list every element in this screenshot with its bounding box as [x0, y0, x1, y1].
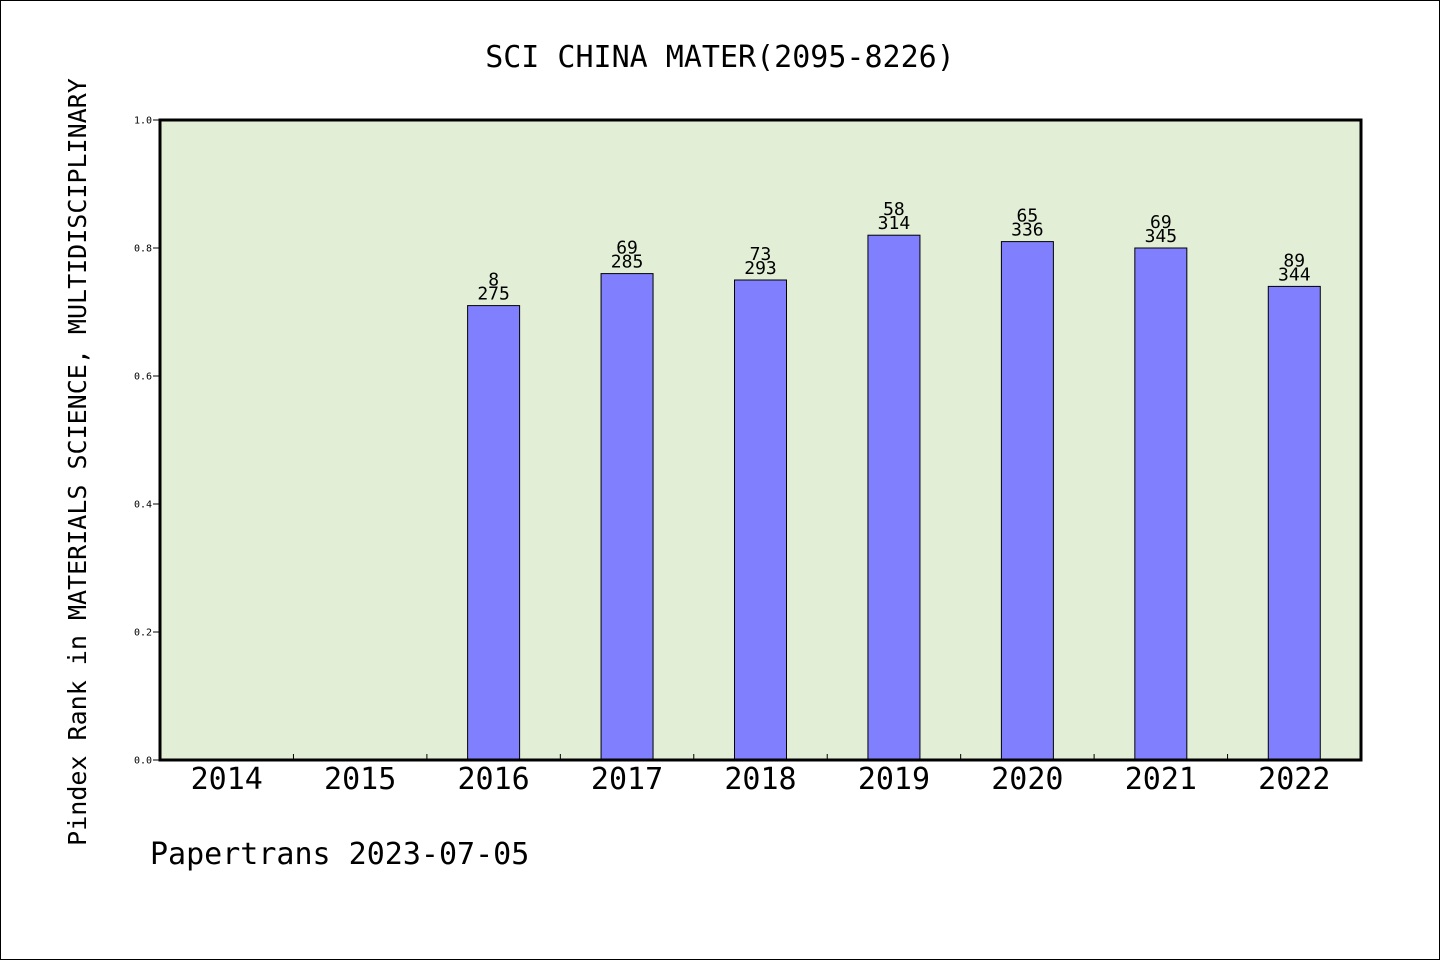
x-tick-label: 2018: [724, 762, 796, 797]
bar-rank-label: 65: [1017, 206, 1039, 227]
x-tick-label: 2022: [1258, 762, 1330, 797]
footer-credit: Papertrans 2023-07-05: [150, 837, 529, 872]
bar-total-label: 314: [878, 213, 911, 234]
x-tick-label: 2021: [1125, 762, 1197, 797]
y-axis-label: Pindex Rank in MATERIALS SCIENCE, MULTID…: [63, 78, 92, 846]
bar-total-label: 345: [1145, 226, 1178, 247]
y-tick-label: 0.8: [134, 244, 152, 255]
bar-rank-label: 58: [883, 199, 905, 220]
x-tick-label: 2017: [591, 762, 663, 797]
x-tick-label: 2020: [991, 762, 1063, 797]
plot-border: [158, 118, 1363, 762]
x-tick-label: 2019: [858, 762, 930, 797]
bar-rank-label: 73: [750, 244, 772, 265]
bar-2016: [467, 305, 521, 761]
y-tick-label: 1.0: [134, 116, 152, 127]
bar-total-label: 275: [477, 284, 510, 305]
bar-rank-label: 69: [616, 238, 638, 259]
bar-2017: [600, 273, 654, 761]
bar-total-label: 336: [1011, 220, 1044, 241]
y-tick-label: 0.2: [134, 628, 152, 639]
x-tick-label: 2015: [324, 762, 396, 797]
y-tick-label: 0.0: [134, 756, 152, 767]
bar-rank-label: 89: [1283, 250, 1305, 271]
bar-total-label: 285: [611, 252, 644, 273]
bar-rank-label: 8: [488, 270, 499, 291]
y-tick-label: 0.6: [134, 372, 152, 383]
bar-total-label: 293: [744, 258, 777, 279]
bar-2019: [867, 234, 921, 761]
y-tick-label: 0.4: [134, 500, 152, 511]
chart-title: SCI CHINA MATER(2095-8226): [485, 40, 955, 75]
bar-2022: [1267, 285, 1321, 761]
x-tick-label: 2014: [191, 762, 263, 797]
x-tick-label: 2016: [457, 762, 529, 797]
bar-2021: [1134, 247, 1188, 761]
bar-total-label: 344: [1278, 264, 1311, 285]
bar-2018: [734, 279, 787, 761]
bar-2020: [1000, 241, 1054, 761]
bar-rank-label: 69: [1150, 212, 1172, 233]
